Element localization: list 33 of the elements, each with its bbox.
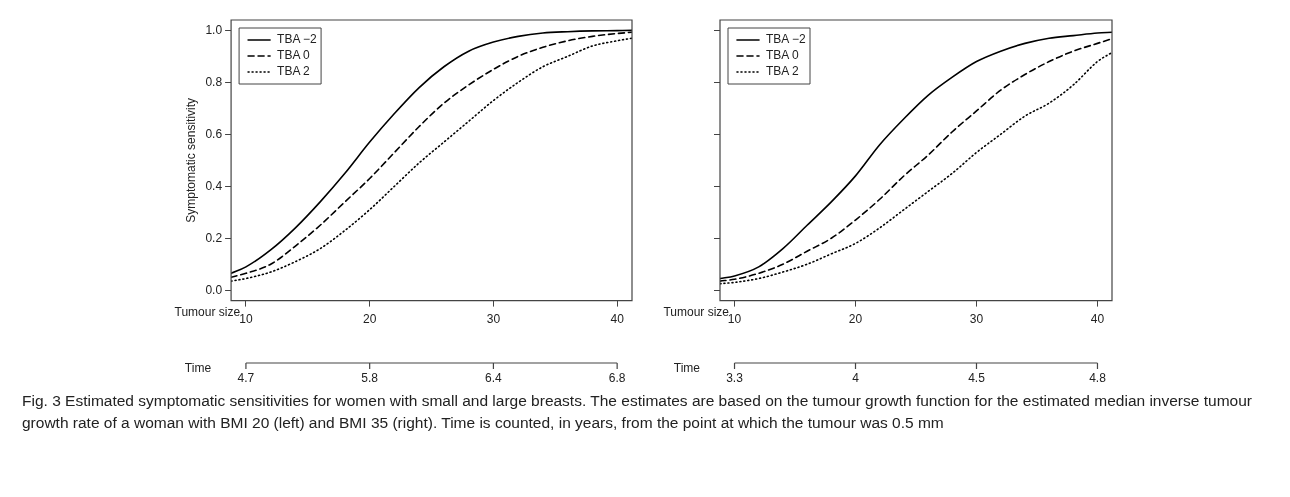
x2-axis-title: Time xyxy=(184,361,212,376)
y-tick-label: 0.4 xyxy=(205,178,223,193)
x-axis-title: Tumour size xyxy=(663,304,730,319)
legend-label: TBA 0 xyxy=(766,48,800,63)
y-tick-label: 0.0 xyxy=(205,282,223,297)
legend-label: TBA 2 xyxy=(766,64,800,79)
legend-label: TBA 2 xyxy=(277,64,311,79)
annotation: 4.5 xyxy=(968,371,986,386)
legend-label: TBA −2 xyxy=(277,32,318,47)
y-tick-label: 0.6 xyxy=(205,126,223,141)
annotation: 4.8 xyxy=(1089,371,1107,386)
annotation: 5.8 xyxy=(361,371,379,386)
y-axis-title: Symptomatic sensitivity xyxy=(183,97,198,223)
x-tick-label: 40 xyxy=(610,312,625,327)
y-tick-label: 0.8 xyxy=(205,74,223,89)
annotation: 6.4 xyxy=(485,371,503,386)
y-tick-label: 0.2 xyxy=(205,230,223,245)
y-tick-label: 1.0 xyxy=(205,22,223,37)
annotation: 4 xyxy=(852,371,860,386)
x-axis-title: Tumour size xyxy=(174,304,241,319)
annotation: 3.3 xyxy=(726,371,744,386)
x-tick-label: 20 xyxy=(848,312,863,327)
legend-label: TBA −2 xyxy=(766,32,807,47)
x-tick-label: 20 xyxy=(362,312,377,327)
x-tick-label: 30 xyxy=(486,312,501,327)
annotation: 6.8 xyxy=(608,371,626,386)
x-tick-label: 40 xyxy=(1090,312,1105,327)
x-tick-label: 30 xyxy=(969,312,984,327)
caption: Fig. 3 Estimated symptomatic sensitivities for women with small and large breasts. The estimates are based on the tumour growth function for the estimated median inverse tumour growth rate of a woman with BMI 20 (left) and BMI 35 (right). Time is counted, in years, from the point at which the tumour was 0.5 mm xyxy=(22,391,1253,433)
x2-axis-title: Time xyxy=(673,361,701,376)
annotation: 4.7 xyxy=(237,371,255,386)
legend-label: TBA 0 xyxy=(277,48,311,63)
x-tick-label: 10 xyxy=(239,312,253,327)
